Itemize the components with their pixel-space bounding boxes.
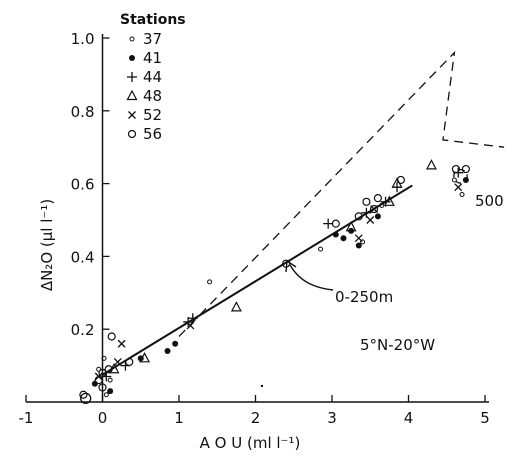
data-point <box>369 204 379 214</box>
x-tick-label: 0 <box>98 409 108 427</box>
highlight-circle <box>453 168 468 184</box>
data-point <box>101 355 107 361</box>
data-point <box>113 358 122 366</box>
legend-marker <box>127 129 137 139</box>
depth-annotation: 0-250m <box>335 288 393 306</box>
data-point <box>361 207 372 218</box>
data-point <box>366 216 375 224</box>
data-point <box>396 175 405 185</box>
data-point <box>451 177 457 183</box>
region-annotation: 5°N-20°W <box>360 336 435 354</box>
data-point <box>345 220 357 232</box>
x-tick-label: 2 <box>251 409 261 427</box>
deep-sample-label: 500 <box>475 192 504 210</box>
data-point <box>425 159 437 170</box>
y-tick-label: 0.2 <box>71 321 95 339</box>
data-point <box>79 390 88 399</box>
legend-marker <box>128 111 136 119</box>
data-point <box>103 392 109 398</box>
annotation-arrow <box>289 264 334 291</box>
data-point <box>362 197 371 206</box>
data-point <box>340 235 347 242</box>
data-point <box>459 192 465 198</box>
data-point <box>187 313 198 324</box>
regression-line <box>101 184 413 376</box>
tick-labels: -1 0 1 2 3 4 5 0.2 0.4 0.6 0.8 1.0 <box>19 30 490 427</box>
data-point <box>104 365 113 374</box>
data-point <box>451 164 461 174</box>
legend-label: 56 <box>143 125 162 143</box>
x-tick-label: 4 <box>404 409 414 427</box>
data-point <box>125 357 134 367</box>
y-tick-label: 0.6 <box>71 176 95 194</box>
data-point <box>383 195 395 206</box>
dashed-envelope <box>178 50 505 337</box>
x-tick-label: 1 <box>174 409 184 427</box>
x-tick-label: 5 <box>480 409 490 427</box>
x-axis-label: A O U (ml l⁻¹) <box>200 434 301 452</box>
legend-label: 41 <box>143 49 162 67</box>
legend-marker <box>129 55 135 61</box>
data-point <box>107 332 116 341</box>
data-point <box>107 377 113 383</box>
outlier-point <box>80 392 92 405</box>
y-axis-label: ΔN₂O (μl l⁻¹) <box>38 199 56 291</box>
y-tick-label: 1.0 <box>71 30 95 48</box>
data-point <box>379 202 385 208</box>
data-point <box>107 388 114 395</box>
legend-label: 52 <box>143 106 162 124</box>
data-point <box>207 279 213 285</box>
fit-line <box>101 184 413 376</box>
legend-marker <box>129 36 135 42</box>
legend-marker <box>126 89 138 101</box>
data-points <box>79 159 470 405</box>
data-point <box>117 339 126 348</box>
data-point <box>462 176 469 183</box>
data-point <box>354 212 363 221</box>
data-point <box>164 348 171 355</box>
data-point <box>373 194 382 203</box>
legend-label: 37 <box>143 30 162 48</box>
annotation-arrowhead <box>285 260 297 273</box>
legend-label: 44 <box>143 68 162 86</box>
data-point <box>331 219 340 228</box>
data-point <box>355 242 362 249</box>
data-point <box>230 301 242 312</box>
x-tick-label: -1 <box>19 409 34 427</box>
stray-mark <box>260 384 264 388</box>
data-point <box>323 218 334 229</box>
legend-marker <box>127 72 137 82</box>
y-tick-label: 0.4 <box>71 248 95 266</box>
data-point <box>354 234 363 243</box>
data-point <box>98 368 107 377</box>
x-tick-label: 3 <box>327 409 337 427</box>
data-point <box>374 213 381 220</box>
axes <box>25 34 489 403</box>
legend-title: Stations <box>120 12 186 28</box>
dashed-outline <box>178 50 505 337</box>
data-point <box>360 239 366 245</box>
data-point <box>94 376 103 385</box>
data-point <box>454 183 463 192</box>
data-point <box>332 231 339 238</box>
data-point <box>98 383 107 392</box>
data-point <box>461 164 470 174</box>
data-point <box>318 246 324 252</box>
data-point <box>139 352 151 363</box>
data-point <box>172 340 179 347</box>
data-point <box>186 321 195 330</box>
y-tick-label: 0.8 <box>71 103 95 121</box>
legend-label: 48 <box>143 87 162 105</box>
